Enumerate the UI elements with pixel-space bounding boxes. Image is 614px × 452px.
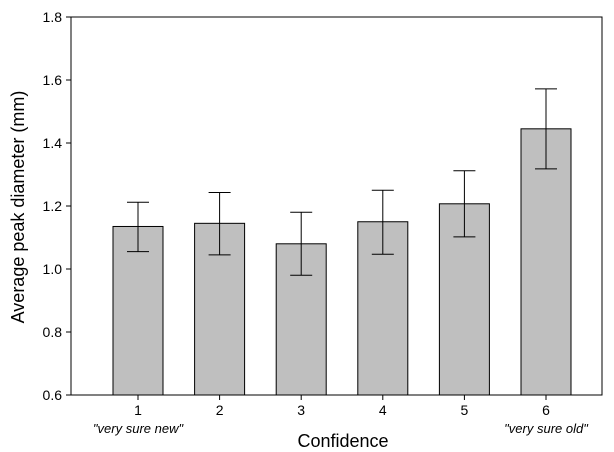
x-tick-label-2: 2 [216,402,224,418]
x-tick-label-6: 6 [542,402,550,418]
x-tick-label-5: 5 [461,402,469,418]
bars-layer [112,128,572,396]
y-tick-label-0.6: 0.6 [43,387,63,403]
x-axis-title: Confidence [297,431,388,451]
y-tick-label-0.8: 0.8 [43,324,63,340]
x-tick-label-3: 3 [297,402,305,418]
y-tick-label-1.4: 1.4 [43,135,63,151]
x-tick-label-4: 4 [379,402,387,418]
error-bars-layer [127,88,557,276]
labels-layer: 1 2 3 4 5 6 0.6 0.8 1.0 1.2 1.4 1.6 1.8 "very sure ne… [43,9,590,436]
axes-layer [66,16,603,400]
annotation-2: "very sure old" [504,421,589,436]
bar-1 [112,225,164,396]
y-tick-label-1.8: 1.8 [43,9,63,25]
annotation-1: "very sure new" [93,421,185,436]
x-tick-label-1: 1 [134,402,142,418]
y-tick-label-1.0: 1.0 [43,261,63,277]
y-axis-title: Average peak diameter (mm) [8,91,28,324]
y-tick-label-1.2: 1.2 [43,198,63,214]
y-tick-label-1.6: 1.6 [43,72,63,88]
